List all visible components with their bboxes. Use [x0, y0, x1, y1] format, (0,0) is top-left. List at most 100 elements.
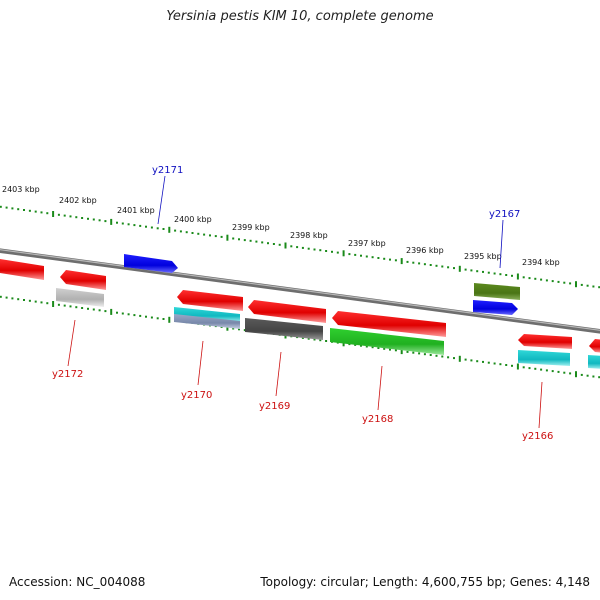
upper-scale-minor-tick [331, 250, 333, 253]
gene-feature-olive[interactable] [474, 283, 520, 300]
upper-scale-minor-tick [354, 253, 357, 256]
lower-scale-minor-tick [145, 315, 147, 318]
lower-scale-minor-tick [447, 356, 450, 359]
lower-scale-minor-tick [394, 349, 397, 352]
lower-scale-major-tick [168, 316, 171, 323]
upper-scale-major-tick [342, 250, 345, 257]
upper-scale-minor-tick [563, 281, 566, 284]
gene-y2169-product[interactable] [245, 318, 323, 340]
lower-scale-minor-tick [57, 303, 60, 306]
leader-y2169 [275, 351, 282, 397]
upper-scale-minor-tick [0, 205, 2, 208]
upper-scale-track [0, 205, 600, 289]
lower-scale-minor-tick [540, 368, 543, 371]
lower-scale-minor-tick [470, 359, 473, 362]
lower-scale-minor-tick [534, 367, 537, 370]
leader-y2170 [197, 340, 204, 386]
gene-y2170[interactable] [177, 290, 243, 311]
gene-feature-left-edge[interactable] [0, 259, 44, 280]
gene-label-y2171[interactable]: y2171 [152, 165, 183, 176]
upper-scale-minor-tick [464, 268, 467, 271]
upper-scale-minor-tick [40, 211, 43, 214]
gene-y2169[interactable] [248, 300, 326, 323]
upper-scale-minor-tick [121, 222, 124, 225]
upper-scale-minor-tick [412, 261, 415, 264]
gene-y2170-product-cyan[interactable] [174, 307, 240, 322]
lower-scale-minor-tick [545, 369, 548, 372]
gene-label-y2169[interactable]: y2169 [259, 401, 290, 412]
lower-scale-minor-tick [313, 338, 316, 341]
upper-scale-minor-tick [261, 241, 264, 244]
upper-scale-minor-tick [313, 248, 316, 251]
kbp-label-2399: 2399 kbp [232, 223, 270, 232]
gene-label-y2172[interactable]: y2172 [52, 369, 83, 380]
upper-scale-minor-tick [435, 264, 438, 267]
upper-scale-minor-tick [133, 224, 136, 227]
upper-scale-major-tick [575, 281, 577, 288]
upper-scale-minor-tick [551, 280, 554, 283]
upper-scale-minor-tick [360, 254, 362, 257]
upper-scale-major-tick [52, 211, 55, 217]
gene-y2168-product[interactable] [330, 328, 444, 355]
upper-scale-minor-tick [569, 282, 572, 285]
upper-scale-minor-tick [87, 217, 89, 220]
lower-scale-minor-tick [389, 348, 391, 351]
upper-scale-minor-tick [406, 260, 409, 263]
upper-scale-major-tick [400, 258, 403, 265]
upper-scale-minor-tick [371, 256, 374, 259]
upper-scale-minor-tick [162, 228, 165, 230]
upper-scale-minor-tick [69, 215, 72, 218]
upper-scale-minor-tick [522, 276, 525, 279]
upper-scale-minor-tick [23, 209, 25, 211]
upper-scale-minor-tick [243, 239, 246, 242]
lower-scale-minor-tick [75, 306, 78, 309]
upper-scale-minor-tick [377, 257, 380, 259]
upper-scale-minor-tick [5, 206, 8, 209]
gene-y2172-product[interactable] [56, 288, 104, 307]
lower-scale-minor-tick [121, 312, 124, 315]
gene-feature-right-edge[interactable] [589, 339, 600, 353]
lower-scale-minor-tick [0, 295, 2, 298]
lower-scale-minor-tick [371, 346, 374, 349]
upper-scale-minor-tick [319, 249, 322, 252]
upper-scale-minor-tick [580, 283, 583, 286]
gene-y2166-product[interactable] [518, 350, 570, 366]
upper-scale-minor-tick [418, 262, 421, 265]
gene-feature-right-edge-product[interactable] [588, 355, 600, 369]
upper-scale-minor-tick [470, 269, 473, 272]
lower-scale-minor-tick [598, 376, 600, 379]
lower-scale-minor-tick [499, 363, 502, 366]
gene-y2167[interactable] [473, 300, 518, 315]
kbp-label-2397: 2397 kbp [348, 239, 386, 248]
lower-scale-minor-tick [569, 372, 572, 375]
upper-scale-minor-tick [528, 277, 531, 280]
gene-y2168[interactable] [332, 311, 446, 337]
gene-y2171[interactable] [124, 254, 178, 273]
upper-scale-minor-tick [267, 242, 269, 245]
gene-label-y2166[interactable]: y2166 [522, 431, 553, 442]
genome-backbone [0, 248, 600, 334]
lower-scale-minor-tick [487, 361, 490, 364]
gene-label-y2168[interactable]: y2168 [362, 414, 393, 425]
upper-scale-minor-tick [301, 246, 304, 249]
upper-scale-minor-tick [290, 245, 293, 248]
lower-scale-minor-tick [23, 299, 25, 301]
upper-scale-minor-tick [232, 237, 235, 240]
gene-y2172[interactable] [60, 270, 106, 290]
lower-scale-minor-tick [325, 340, 328, 342]
upper-scale-minor-tick [423, 263, 426, 266]
upper-scale-minor-tick [534, 277, 537, 280]
upper-scale-minor-tick [394, 259, 397, 262]
gene-label-y2167[interactable]: y2167 [489, 209, 520, 220]
upper-scale-minor-tick [57, 213, 60, 216]
upper-scale-minor-tick [447, 266, 450, 269]
gene-y2170-product-steel[interactable] [174, 314, 240, 329]
lower-scale-minor-tick [139, 314, 142, 317]
lower-scale-minor-tick [592, 375, 595, 378]
gene-label-y2170[interactable]: y2170 [181, 390, 212, 401]
gene-y2166[interactable] [518, 334, 572, 349]
lower-scale-minor-tick [580, 373, 583, 376]
upper-scale-minor-tick [296, 246, 299, 249]
upper-scale-minor-tick [482, 270, 484, 273]
